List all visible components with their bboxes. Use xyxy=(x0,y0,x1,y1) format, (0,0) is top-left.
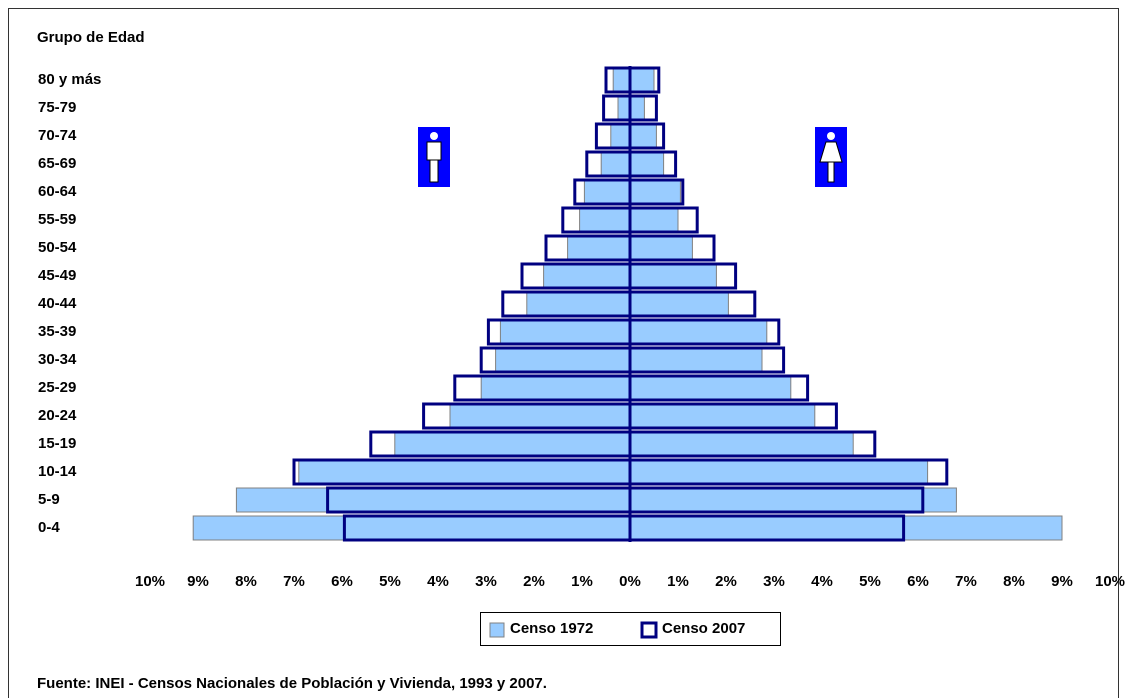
bar xyxy=(480,375,631,401)
bar xyxy=(629,235,693,261)
y-tick-label: 30-34 xyxy=(38,351,77,368)
bar xyxy=(629,151,665,177)
bar xyxy=(629,375,792,401)
y-tick-label: 70-74 xyxy=(38,127,77,144)
y-tick-label: 80 y más xyxy=(38,71,101,88)
legend-label: Censo 2007 xyxy=(662,620,745,637)
bar xyxy=(617,95,631,121)
bar xyxy=(629,207,679,233)
x-tick-label: 6% xyxy=(907,573,929,590)
bar xyxy=(235,487,631,513)
y-tick-label: 35-39 xyxy=(38,323,76,340)
x-tick-label: 8% xyxy=(235,573,257,590)
y-tick-label: 15-19 xyxy=(38,435,76,452)
bar xyxy=(394,431,631,457)
bar xyxy=(629,515,1063,541)
legend-label: Censo 1972 xyxy=(510,620,593,637)
bar xyxy=(567,235,631,261)
x-tick-label: 10% xyxy=(135,573,165,590)
x-tick-label: 6% xyxy=(331,573,353,590)
bar xyxy=(579,207,631,233)
x-tick-label: 10% xyxy=(1095,573,1125,590)
bar xyxy=(495,347,631,373)
y-tick-label: 5-9 xyxy=(38,491,60,508)
x-tick-label: 5% xyxy=(379,573,401,590)
x-tick-label: 7% xyxy=(283,573,305,590)
y-axis-label: Grupo de Edad xyxy=(37,29,145,46)
x-tick-label: 4% xyxy=(427,573,449,590)
x-tick-label: 9% xyxy=(187,573,209,590)
bar xyxy=(629,95,645,121)
male-icon xyxy=(418,127,450,187)
bar xyxy=(629,67,655,93)
x-tick-label: 0% xyxy=(619,573,641,590)
x-tick-label: 2% xyxy=(523,573,545,590)
y-tick-label: 55-59 xyxy=(38,211,76,228)
bar xyxy=(583,179,631,205)
bar xyxy=(629,319,768,345)
x-tick-label: 1% xyxy=(667,573,689,590)
x-tick-label: 2% xyxy=(715,573,737,590)
y-tick-label: 25-29 xyxy=(38,379,76,396)
y-tick-label: 65-69 xyxy=(38,155,76,172)
x-tick-label: 3% xyxy=(475,573,497,590)
bar xyxy=(629,263,717,289)
y-tick-label: 10-14 xyxy=(38,463,77,480)
bar xyxy=(192,515,631,541)
bar xyxy=(499,319,631,345)
bar xyxy=(629,459,929,485)
y-tick-label: 20-24 xyxy=(38,407,77,424)
x-tick-label: 9% xyxy=(1051,573,1073,590)
bar xyxy=(629,179,681,205)
bar xyxy=(610,123,631,149)
legend-box xyxy=(480,612,781,646)
x-tick-label: 8% xyxy=(1003,573,1025,590)
x-tick-label: 4% xyxy=(811,573,833,590)
y-tick-label: 0-4 xyxy=(38,519,60,536)
y-tick-label: 75-79 xyxy=(38,99,76,116)
bar xyxy=(449,403,631,429)
y-tick-label: 45-49 xyxy=(38,267,76,284)
bar xyxy=(629,123,657,149)
legend-swatch xyxy=(489,622,505,638)
bar xyxy=(629,403,816,429)
bar xyxy=(629,347,763,373)
legend-swatch xyxy=(640,621,658,639)
bar xyxy=(629,431,854,457)
bar xyxy=(298,459,631,485)
bar xyxy=(526,291,631,317)
bar xyxy=(543,263,631,289)
x-tick-label: 7% xyxy=(955,573,977,590)
y-tick-label: 40-44 xyxy=(38,295,77,312)
female-icon xyxy=(815,127,847,187)
bar xyxy=(629,291,729,317)
source: Fuente: INEI - Censos Nacionales de Pobl… xyxy=(37,675,547,692)
bar xyxy=(629,487,957,513)
x-tick-label: 5% xyxy=(859,573,881,590)
x-tick-label: 3% xyxy=(763,573,785,590)
y-tick-label: 50-54 xyxy=(38,239,77,256)
bar xyxy=(600,151,631,177)
y-tick-label: 60-64 xyxy=(38,183,77,200)
x-tick-label: 1% xyxy=(571,573,593,590)
frame xyxy=(8,8,1119,698)
bar xyxy=(612,67,631,93)
